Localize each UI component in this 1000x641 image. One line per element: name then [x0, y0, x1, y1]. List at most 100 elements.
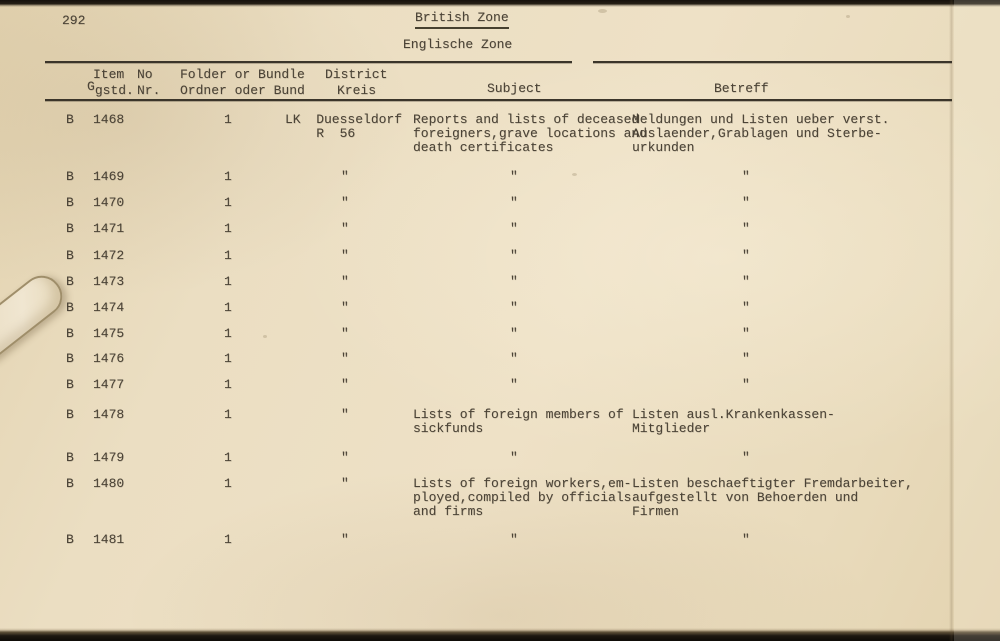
cell-folder-count: 1 [224, 407, 232, 422]
page-number: 292 [62, 13, 86, 28]
cell-subject-ditto: " [510, 169, 518, 184]
cell-folder-count: 1 [224, 195, 232, 210]
cell-district-ditto: " [341, 326, 349, 341]
col-header-item-en: Item [93, 67, 125, 82]
cell-betreff: Listen ausl.Krankenkassen- Mitglieder [632, 407, 835, 436]
cell-item-letter: B [66, 112, 74, 127]
cell-folder-count: 1 [224, 221, 232, 236]
cell-item-number: 1469 [93, 169, 125, 184]
cell-item-letter: B [66, 221, 74, 236]
cell-subject-ditto: " [510, 326, 518, 341]
cell-item-letter: B [66, 377, 74, 392]
cell-district-ditto: " [341, 274, 349, 289]
cell-subject-ditto: " [510, 351, 518, 366]
cell-betreff-ditto: " [742, 377, 750, 392]
cell-folder-count: 1 [224, 112, 232, 127]
cell-betreff-ditto: " [742, 300, 750, 315]
cell-district-ditto: " [341, 476, 349, 491]
cell-item-number: 1471 [93, 221, 125, 236]
cell-betreff-ditto: " [742, 450, 750, 465]
cell-folder-count: 1 [224, 377, 232, 392]
scan-edge-bottom [0, 628, 1000, 641]
page-title-english: British Zone [415, 10, 509, 29]
cell-item-letter: B [66, 326, 74, 341]
cell-item-letter: B [66, 476, 74, 491]
cell-item-letter: B [66, 274, 74, 289]
cell-subject: Lists of foreign workers,em- ployed,comp… [413, 476, 632, 519]
cell-item-letter: B [66, 407, 74, 422]
cell-item-number: 1476 [93, 351, 125, 366]
cell-betreff-ditto: " [742, 274, 750, 289]
cell-subject-ditto: " [510, 300, 518, 315]
scan-edge-top [0, 0, 1000, 7]
cell-subject-ditto: " [510, 377, 518, 392]
paper-speck [846, 15, 850, 18]
cell-subject-ditto: " [510, 274, 518, 289]
paper-speck [572, 173, 577, 176]
cell-district-ditto: " [341, 407, 349, 422]
cell-item-number: 1478 [93, 407, 125, 422]
page-fold-band [954, 0, 1000, 641]
paper-speck [598, 9, 607, 13]
cell-item-number: 1481 [93, 532, 125, 547]
col-header-folder-de: Ordner oder Bund [180, 83, 305, 98]
cell-item-letter: B [66, 351, 74, 366]
cell-subject: Reports and lists of deceased foreigners… [413, 112, 648, 155]
cell-folder-count: 1 [224, 169, 232, 184]
col-header-district-en: District [325, 67, 388, 82]
paper-speck [263, 335, 267, 338]
cell-betreff-ditto: " [742, 532, 750, 547]
cell-subject-ditto: " [510, 195, 518, 210]
cell-item-letter: B [66, 300, 74, 315]
col-header-no-de: Nr. [137, 83, 161, 98]
cell-district-ditto: " [341, 532, 349, 547]
cell-item-number: 1470 [93, 195, 125, 210]
cell-item-number: 1473 [93, 274, 125, 289]
cell-betreff-ditto: " [742, 326, 750, 341]
cell-folder-count: 1 [224, 532, 232, 547]
cell-item-letter: B [66, 169, 74, 184]
cell-district-ditto: " [341, 248, 349, 263]
cell-subject-ditto: " [510, 221, 518, 236]
cell-item-number: 1480 [93, 476, 125, 491]
cell-district-ditto: " [341, 300, 349, 315]
col-header-subject: Subject [487, 81, 542, 96]
cell-item-letter: B [66, 532, 74, 547]
cell-folder-count: 1 [224, 351, 232, 366]
cell-district-ditto: " [341, 169, 349, 184]
cell-district: LK Duesseldorf R 56 [285, 112, 403, 141]
cell-district-ditto: " [341, 377, 349, 392]
cell-betreff-ditto: " [742, 169, 750, 184]
cell-subject-ditto: " [510, 248, 518, 263]
cell-district-ditto: " [341, 351, 349, 366]
cell-subject: Lists of foreign members of sickfunds [413, 407, 624, 436]
col-header-district-de: Kreis [337, 83, 377, 98]
page-title-underlined-text: British Zone [415, 10, 509, 29]
cell-item-number: 1474 [93, 300, 125, 315]
cell-betreff: Meldungen und Listen ueber verst. Auslae… [632, 112, 890, 155]
cell-item-letter: B [66, 248, 74, 263]
cell-folder-count: 1 [224, 450, 232, 465]
page-fold-crease [949, 0, 954, 641]
cell-item-letter: B [66, 195, 74, 210]
cell-betreff-ditto: " [742, 195, 750, 210]
cell-subject-ditto: " [510, 532, 518, 547]
table-top-rule-right [593, 61, 952, 63]
cell-betreff-ditto: " [742, 248, 750, 263]
cell-subject-ditto: " [510, 450, 518, 465]
col-header-item-de-rest: gstd. [94, 83, 134, 98]
cell-betreff-ditto: " [742, 351, 750, 366]
cell-item-number: 1472 [93, 248, 125, 263]
cell-item-letter: B [66, 450, 74, 465]
cell-folder-count: 1 [224, 248, 232, 263]
col-header-item-de-prefix: G [87, 79, 95, 94]
page-title-german: Englische Zone [403, 37, 513, 52]
cell-folder-count: 1 [224, 300, 232, 315]
cell-folder-count: 1 [224, 326, 232, 341]
page-curl [0, 267, 71, 372]
cell-betreff: Listen beschaeftigter Fremdarbeiter, auf… [632, 476, 913, 519]
cell-folder-count: 1 [224, 274, 232, 289]
table-header-rule [45, 99, 952, 101]
col-header-folder-en: Folder or Bundle [180, 67, 305, 82]
